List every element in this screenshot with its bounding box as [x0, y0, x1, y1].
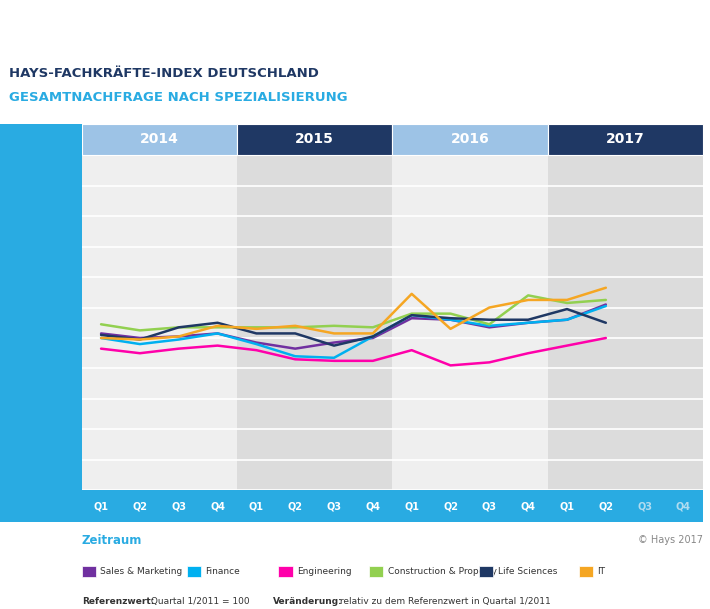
Text: Quartal 1/2011 = 100: Quartal 1/2011 = 100 [148, 597, 249, 605]
Text: Q4: Q4 [210, 501, 225, 511]
Bar [547, 124, 703, 155]
Bar [237, 124, 392, 155]
Text: Q1: Q1 [249, 501, 264, 511]
Text: IT: IT [597, 568, 605, 576]
Text: Finance: Finance [205, 568, 240, 576]
Text: Sales & Marketing: Sales & Marketing [100, 568, 182, 576]
Bar [82, 566, 96, 577]
Text: Q2: Q2 [443, 501, 458, 511]
Text: 2015: 2015 [295, 133, 334, 146]
Bar [392, 124, 547, 155]
Text: Q4: Q4 [366, 501, 381, 511]
Bar [82, 124, 237, 155]
Text: Q2: Q2 [599, 501, 613, 511]
Text: 2017: 2017 [606, 133, 645, 146]
Text: Q2: Q2 [288, 501, 302, 511]
Bar [82, 155, 237, 490]
Text: Engineering: Engineering [297, 568, 351, 576]
Text: 2014: 2014 [140, 133, 179, 146]
Text: Q4: Q4 [676, 501, 691, 511]
Text: Construction & Property: Construction & Property [388, 568, 497, 576]
Text: Referenzwert:: Referenzwert: [82, 597, 154, 605]
Bar [392, 155, 547, 490]
Bar [187, 566, 201, 577]
Text: Q3: Q3 [637, 501, 652, 511]
Text: Zeitraum: Zeitraum [82, 533, 142, 547]
Bar [0, 124, 82, 490]
Text: HAYS-FACHKRÄFTE-INDEX DEUTSCHLAND: HAYS-FACHKRÄFTE-INDEX DEUTSCHLAND [9, 67, 319, 80]
Y-axis label: Nachfrage nach Spezialisierung: Nachfrage nach Spezialisierung [40, 230, 50, 416]
Text: GESAMTNACHFRAGE NACH SPEZIALISIERUNG: GESAMTNACHFRAGE NACH SPEZIALISIERUNG [9, 91, 348, 104]
Bar [0, 490, 82, 522]
Text: Q4: Q4 [520, 501, 535, 511]
Text: Q3: Q3 [171, 501, 186, 511]
Text: Veränderung:: Veränderung: [273, 597, 343, 605]
Text: Q1: Q1 [404, 501, 419, 511]
Text: Q3: Q3 [482, 501, 497, 511]
Text: © Hays 2017: © Hays 2017 [638, 535, 703, 545]
Bar [237, 155, 392, 490]
Bar [369, 566, 383, 577]
Text: Life Sciences: Life Sciences [498, 568, 557, 576]
Bar [579, 566, 593, 577]
Bar [547, 155, 703, 490]
Text: Q1: Q1 [559, 501, 574, 511]
Text: 2016: 2016 [451, 133, 489, 146]
Bar [82, 490, 703, 522]
Text: Q3: Q3 [327, 501, 342, 511]
Text: Q1: Q1 [94, 501, 109, 511]
Text: relativ zu dem Referenzwert in Quartal 1/2011: relativ zu dem Referenzwert in Quartal 1… [337, 597, 551, 605]
Text: Q2: Q2 [132, 501, 148, 511]
Bar [479, 566, 493, 577]
Bar [278, 566, 293, 577]
